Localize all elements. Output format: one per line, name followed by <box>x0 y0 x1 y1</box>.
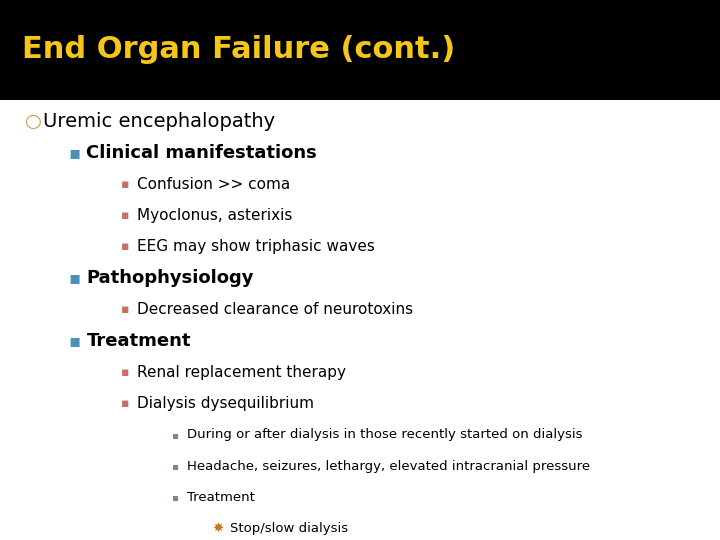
Text: End Organ Failure (cont.): End Organ Failure (cont.) <box>22 36 455 64</box>
Text: ▪: ▪ <box>121 366 130 379</box>
Text: ▪: ▪ <box>68 332 81 350</box>
Text: Stop/slow dialysis: Stop/slow dialysis <box>230 522 348 535</box>
Text: Headache, seizures, lethargy, elevated intracranial pressure: Headache, seizures, lethargy, elevated i… <box>187 460 590 472</box>
Text: EEG may show triphasic waves: EEG may show triphasic waves <box>137 239 374 254</box>
Text: ○: ○ <box>25 112 42 131</box>
Text: ▪: ▪ <box>121 178 130 191</box>
Text: Decreased clearance of neurotoxins: Decreased clearance of neurotoxins <box>137 302 413 317</box>
Text: ▪: ▪ <box>171 430 179 440</box>
Text: ▪: ▪ <box>121 303 130 316</box>
Text: ▪: ▪ <box>121 397 130 410</box>
Text: Uremic encephalopathy: Uremic encephalopathy <box>43 112 275 131</box>
Text: ▪: ▪ <box>121 240 130 253</box>
Text: ✸: ✸ <box>212 522 223 535</box>
Text: Clinical manifestations: Clinical manifestations <box>86 144 317 162</box>
Text: ▪: ▪ <box>68 144 81 162</box>
Text: Confusion >> coma: Confusion >> coma <box>137 177 290 192</box>
Text: Treatment: Treatment <box>187 491 255 504</box>
Text: ▪: ▪ <box>68 269 81 287</box>
FancyBboxPatch shape <box>0 0 720 100</box>
Text: Treatment: Treatment <box>86 332 191 350</box>
Text: ▪: ▪ <box>171 492 179 502</box>
Text: Dialysis dysequilibrium: Dialysis dysequilibrium <box>137 396 314 411</box>
Text: ▪: ▪ <box>121 209 130 222</box>
Text: Myoclonus, asterixis: Myoclonus, asterixis <box>137 208 292 223</box>
Text: ▪: ▪ <box>171 461 179 471</box>
Text: During or after dialysis in those recently started on dialysis: During or after dialysis in those recent… <box>187 428 582 441</box>
Text: Renal replacement therapy: Renal replacement therapy <box>137 364 346 380</box>
Text: Pathophysiology: Pathophysiology <box>86 269 254 287</box>
